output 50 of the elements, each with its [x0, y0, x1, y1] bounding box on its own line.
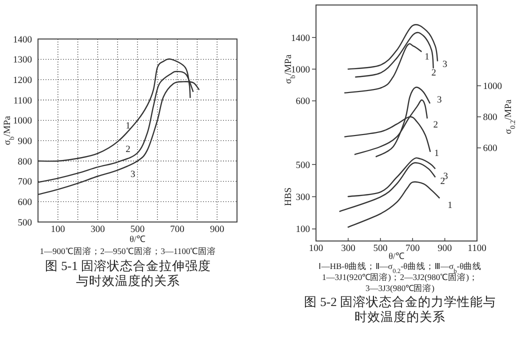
x-tick-label: 500: [130, 225, 145, 235]
text: 图 5-1 固溶状态合金拉伸强度与时效温度的关系: [45, 258, 211, 288]
series-label: 2: [431, 68, 436, 78]
text: 1—3J1(920℃固溶)；2—3J2(980℃固溶)；: [322, 272, 478, 282]
x-tick-label: 300: [90, 225, 106, 235]
y-tick-label: 1400: [13, 35, 32, 46]
x-axis-title: θ/℃: [388, 251, 404, 261]
x-tick-label: 1100: [468, 244, 487, 254]
series-label: 2: [440, 177, 446, 188]
x-tick-label: 300: [341, 244, 356, 254]
x-tick-label: 500: [373, 244, 388, 254]
series-label: 2: [126, 145, 131, 156]
line-series: [347, 24, 438, 70]
text: 图 5-2 固溶状态合金的力学性能与时效温度的关系: [304, 294, 496, 324]
y-tick-label: 1200: [13, 76, 32, 86]
x-tick-label: 700: [170, 225, 185, 235]
y-tick-label: 700: [18, 178, 32, 188]
y-tick-label: 800: [18, 157, 32, 168]
x-tick-label: 900: [210, 225, 224, 235]
y-tick-label: 500: [18, 218, 32, 228]
y-tick-label: 1000: [13, 116, 32, 127]
series-label: 1: [448, 201, 453, 212]
y-tick-label: 600: [296, 97, 310, 108]
x-tick-label: 700: [405, 244, 420, 254]
series-label: 3: [436, 95, 442, 106]
text: 3—3J3(980℃固溶): [366, 283, 435, 293]
y-tick-label: 1400: [291, 34, 310, 44]
line-series: [347, 181, 440, 228]
text: 1—900℃固溶；2—950℃固溶；3—1100℃固溶: [40, 246, 216, 256]
series-label: 3: [443, 172, 448, 182]
series-label: 3: [130, 170, 136, 180]
y2-tick-label: 800: [483, 113, 498, 124]
y2-tick-label: 1000: [483, 82, 502, 92]
x-tick-label: 900: [438, 244, 452, 254]
y-tick-label: 1300: [13, 56, 32, 66]
series-label: 1: [424, 52, 430, 63]
y-tick-label: 1000: [291, 65, 310, 76]
y2-tick-label: 600: [483, 144, 498, 154]
y-tick-label: 600: [18, 198, 32, 208]
series-label: 1: [126, 122, 131, 132]
y3-axis-title: HBS: [284, 187, 294, 206]
series-label: 3: [442, 60, 448, 70]
series-label: 2: [433, 120, 438, 130]
y-tick-label: 900: [18, 136, 32, 147]
y3-tick-label: 300: [296, 193, 310, 203]
x-tick-label: 100: [50, 225, 66, 235]
series-label: 1: [434, 148, 440, 159]
y-tick-label: 1100: [13, 96, 32, 106]
x-axis-title: θ/℃: [130, 234, 146, 244]
x-tick-label: 100: [308, 244, 324, 254]
